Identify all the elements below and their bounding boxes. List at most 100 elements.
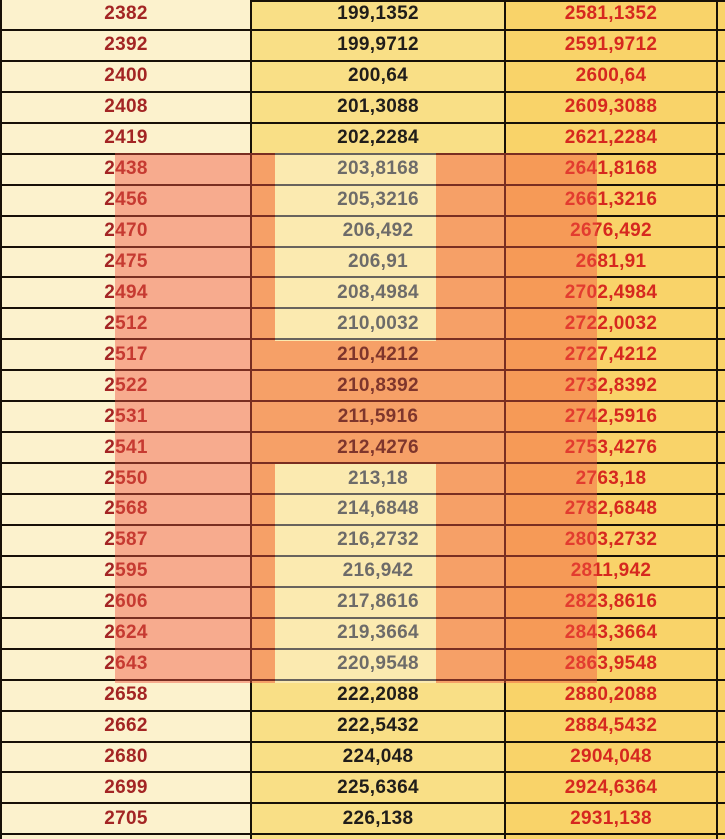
- table-row: 2531 211,5916 2742,5916: [2, 402, 725, 434]
- table-row: 2517 210,4212 2727,4212: [2, 340, 725, 372]
- increment-value-cell: 210,4212: [252, 340, 506, 370]
- table-row: 2392 199,9712 2591,9712: [2, 30, 725, 62]
- total-value-cell: 2823,8616: [506, 587, 718, 617]
- total-value-cell: 2702,4984: [506, 278, 718, 308]
- increment-value-cell: 226,138: [252, 804, 506, 834]
- increment-value-cell: 213,18: [252, 464, 506, 493]
- table-edge-sliver: [718, 618, 725, 648]
- table-row: 2475 206,91 2681,91: [2, 247, 725, 279]
- partial-row-cell: [718, 835, 725, 839]
- base-value-cell: 2470: [2, 216, 252, 246]
- total-value-cell: 2863,9548: [506, 649, 718, 679]
- base-value-cell: 2475: [2, 247, 252, 277]
- total-value-cell: 2811,942: [506, 556, 718, 586]
- increment-value-cell: 220,9548: [252, 649, 506, 679]
- total-value-cell: 2621,2284: [506, 123, 718, 153]
- total-value-cell: 2609,3088: [506, 92, 718, 122]
- increment-value-cell: 199,1352: [252, 0, 506, 29]
- total-value-cell: 2843,3664: [506, 618, 718, 648]
- increment-value-cell: 200,64: [252, 61, 506, 91]
- base-value-cell: 2408: [2, 92, 252, 122]
- base-value-cell: 2419: [2, 123, 252, 153]
- base-value-cell: 2595: [2, 556, 252, 586]
- partial-row-cell: [2, 835, 252, 839]
- increment-value-cell: 202,2284: [252, 123, 506, 153]
- table-edge-sliver: [718, 309, 725, 339]
- table-row: 2606 217,8616 2823,8616: [2, 587, 725, 619]
- table-edge-sliver: [718, 556, 725, 586]
- base-value-cell: 2624: [2, 618, 252, 648]
- base-value-cell: 2680: [2, 742, 252, 772]
- table-edge-sliver: [718, 433, 725, 463]
- increment-value-cell: 219,3664: [252, 618, 506, 648]
- increment-value-cell: 203,8168: [252, 154, 506, 184]
- table-row: 2512 210,0032 2722,0032: [2, 309, 725, 341]
- total-value-cell: 2803,2732: [506, 525, 718, 555]
- table-edge-sliver: [718, 680, 725, 710]
- total-value-cell: 2931,138: [506, 804, 718, 834]
- base-value-cell: 2699: [2, 773, 252, 803]
- base-value-cell: 2531: [2, 402, 252, 432]
- total-value-cell: 2676,492: [506, 216, 718, 246]
- table-row: 2595 216,942 2811,942: [2, 556, 725, 588]
- increment-value-cell: 210,8392: [252, 371, 506, 401]
- table-edge-sliver: [718, 525, 725, 555]
- table-row: 2400 200,64 2600,64: [2, 61, 725, 93]
- table-row: 2541 212,4276 2753,4276: [2, 433, 725, 465]
- table-edge-sliver: [718, 464, 725, 493]
- table-edge-sliver: [718, 587, 725, 617]
- increment-value-cell: 222,5432: [252, 711, 506, 741]
- total-value-cell: 2753,4276: [506, 433, 718, 463]
- table-row: 2522 210,8392 2732,8392: [2, 371, 725, 403]
- base-value-cell: 2643: [2, 649, 252, 679]
- increment-value-cell: 210,0032: [252, 309, 506, 339]
- increment-value-cell: 208,4984: [252, 278, 506, 308]
- total-value-cell: 2884,5432: [506, 711, 718, 741]
- table-edge-sliver: [718, 216, 725, 246]
- table-row: 2438 203,8168 2641,8168: [2, 154, 725, 186]
- table-edge-sliver: [718, 92, 725, 122]
- table-row: 2550 213,18 2763,18: [2, 464, 725, 495]
- base-value-cell: 2658: [2, 680, 252, 710]
- table-row-partial: [2, 835, 725, 839]
- table-edge-sliver: [718, 30, 725, 60]
- increment-value-cell: 216,942: [252, 556, 506, 586]
- table-edge-sliver: [718, 247, 725, 277]
- table-edge-sliver: [718, 495, 725, 524]
- table-row: 2456 205,3216 2661,3216: [2, 185, 725, 217]
- base-value-cell: 2587: [2, 525, 252, 555]
- total-value-cell: 2782,6848: [506, 495, 718, 524]
- table-edge-sliver: [718, 711, 725, 741]
- total-value-cell: 2727,4212: [506, 340, 718, 370]
- base-value-cell: 2382: [2, 0, 252, 29]
- total-value-cell: 2763,18: [506, 464, 718, 493]
- table-row: 2680 224,048 2904,048: [2, 742, 725, 774]
- table-row: 2494 208,4984 2702,4984: [2, 278, 725, 310]
- base-value-cell: 2392: [2, 30, 252, 60]
- table-edge-sliver: [718, 278, 725, 308]
- base-value-cell: 2522: [2, 371, 252, 401]
- table-row: 2587 216,2732 2803,2732: [2, 525, 725, 557]
- table-edge-sliver: [718, 402, 725, 432]
- table-row: 2470 206,492 2676,492: [2, 216, 725, 248]
- total-value-cell: 2600,64: [506, 61, 718, 91]
- table-edge-sliver: [718, 371, 725, 401]
- table-row: 2382 199,1352 2581,1352: [2, 0, 725, 31]
- increment-value-cell: 224,048: [252, 742, 506, 772]
- total-value-cell: 2581,1352: [506, 0, 718, 29]
- table-edge-sliver: [718, 61, 725, 91]
- increment-value-cell: 199,9712: [252, 30, 506, 60]
- total-value-cell: 2641,8168: [506, 154, 718, 184]
- increment-value-cell: 212,4276: [252, 433, 506, 463]
- table-edge-sliver: [718, 0, 725, 29]
- table-row: 2408 201,3088 2609,3088: [2, 92, 725, 124]
- increment-value-cell: 206,91: [252, 247, 506, 277]
- table-edge-sliver: [718, 340, 725, 370]
- total-value-cell: 2904,048: [506, 742, 718, 772]
- partial-row-cell: [506, 835, 718, 839]
- table-edge-sliver: [718, 649, 725, 679]
- increment-value-cell: 201,3088: [252, 92, 506, 122]
- table-row: 2705 226,138 2931,138: [2, 804, 725, 836]
- table-row: 2624 219,3664 2843,3664: [2, 618, 725, 650]
